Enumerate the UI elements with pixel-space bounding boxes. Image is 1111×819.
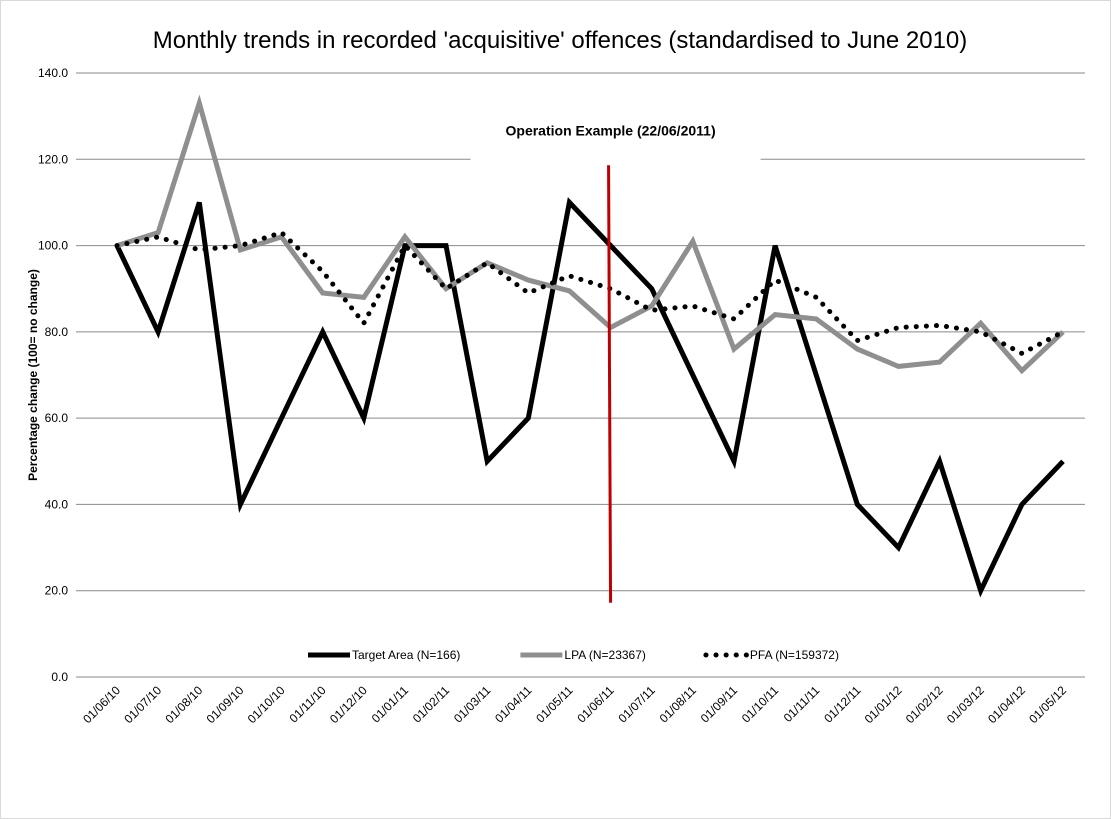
annotation-line <box>607 165 613 603</box>
legend-label: Target Area (N=166) <box>352 648 460 662</box>
legend-label: LPA (N=23367) <box>564 648 646 662</box>
series-line <box>116 94 1065 375</box>
legend-label: PFA (N=159372) <box>750 648 839 662</box>
annotation-bg <box>470 114 761 170</box>
y-tick-label: 20.0 <box>45 584 69 598</box>
annotation-text: Operation Example (22/06/2011) <box>506 122 716 138</box>
y-tick-label: 80.0 <box>45 325 69 339</box>
y-tick-label: 140.0 <box>38 66 68 80</box>
y-tick-label: 100.0 <box>38 239 68 253</box>
y-tick-label: 0.0 <box>51 670 68 684</box>
y-tick-label: 120.0 <box>38 152 68 166</box>
y-axis-label: Percentage change (100= no change) <box>26 269 40 481</box>
series-line <box>114 197 1065 598</box>
chart-title: Monthly trends in recorded 'acquisitive'… <box>153 27 968 54</box>
y-tick-label: 40.0 <box>45 497 69 511</box>
y-tick-label: 60.0 <box>45 411 69 425</box>
series-line <box>114 229 1066 357</box>
